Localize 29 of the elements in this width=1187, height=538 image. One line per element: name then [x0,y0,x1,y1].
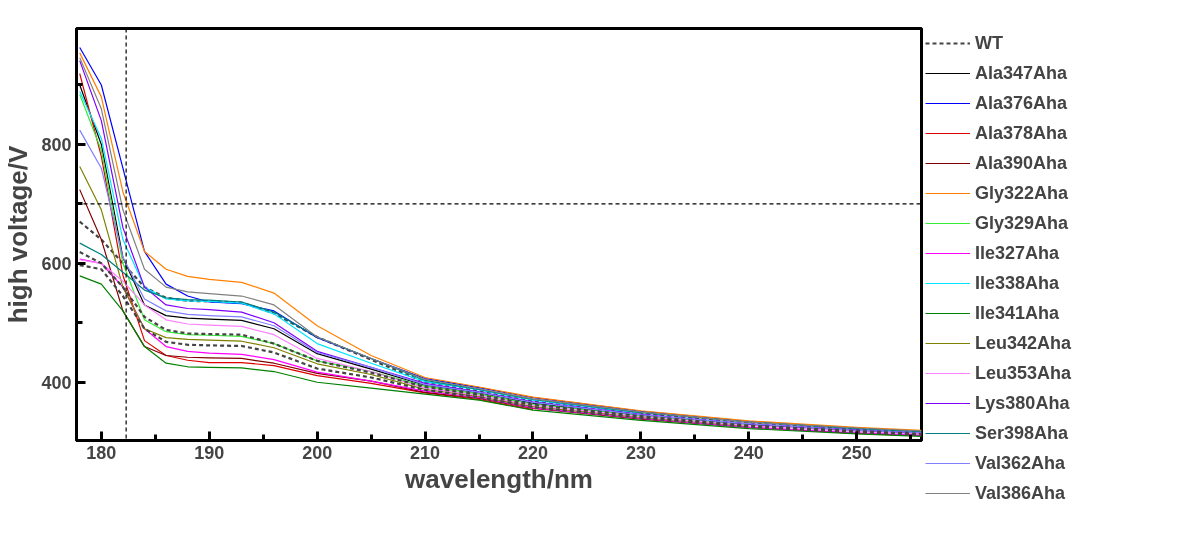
legend-label: Leu353Aha [975,362,1072,384]
x-tick-label: 200 [302,442,333,463]
legend-label: Gly322Aha [975,182,1069,204]
legend-label: Ile338Aha [975,272,1060,294]
legend-label: Ser398Aha [975,422,1069,444]
legend-label: WT [975,32,1003,54]
legend-label: Val362Aha [975,452,1066,474]
x-tick-label: 190 [194,442,225,463]
legend-label: Ala390Aha [975,152,1068,174]
y-tick-label: 600 [41,253,72,274]
legend-label: Lys380Aha [975,392,1070,414]
legend-label: Ala376Aha [975,92,1068,114]
y-tick-label: 400 [41,372,72,393]
y-axis-title: high voltage/V [3,145,34,324]
x-tick-label: 180 [86,442,117,463]
x-tick-label: 240 [733,442,764,463]
legend-label: Leu342Aha [975,332,1072,354]
legend-label: Ile341Aha [975,302,1060,324]
legend-label: Ala378Aha [975,122,1068,144]
x-tick-label: 250 [841,442,872,463]
y-tick-label: 800 [41,134,72,155]
x-tick-label: 230 [625,442,656,463]
legend-label: Ala347Aha [975,62,1068,84]
x-tick-label: 210 [410,442,441,463]
legend-label: Gly329Aha [975,212,1069,234]
legend-label: Val386Aha [975,482,1066,504]
x-axis-title: wavelength/nm [404,463,593,494]
legend-label: Ile327Aha [975,242,1060,264]
x-tick-label: 220 [517,442,549,463]
